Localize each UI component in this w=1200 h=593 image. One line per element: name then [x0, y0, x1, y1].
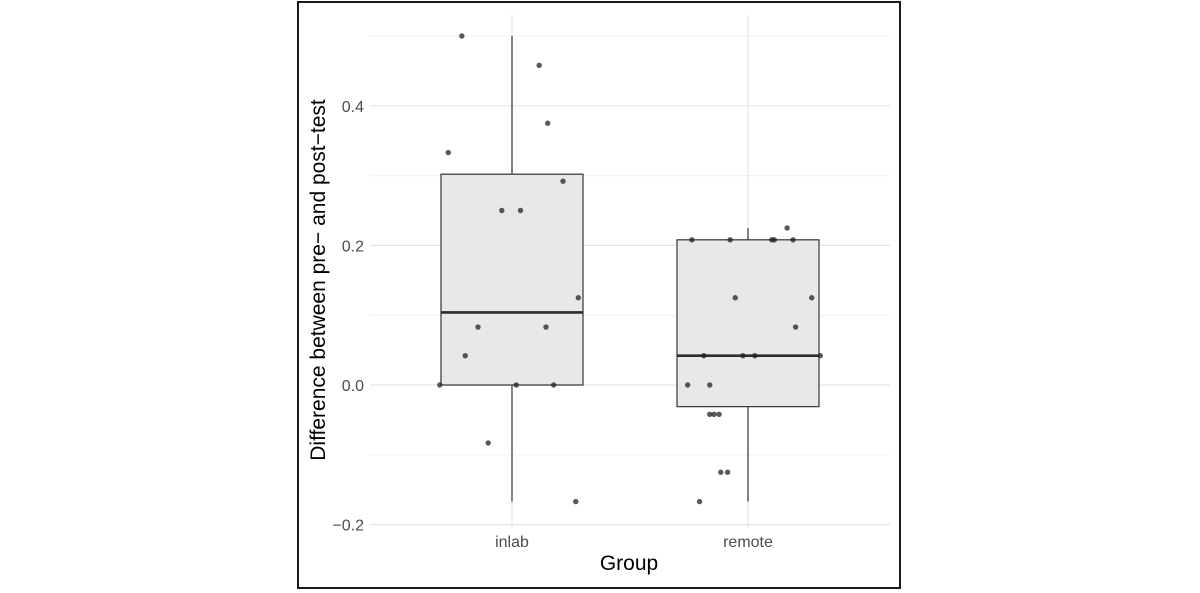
x-tick-label: inlab [495, 534, 529, 551]
data-point [718, 469, 724, 475]
data-point [543, 324, 549, 330]
data-point [716, 411, 722, 418]
data-point [817, 352, 823, 359]
data-point [792, 324, 799, 330]
data-point [707, 411, 713, 418]
data-point [790, 237, 796, 243]
data-point [575, 295, 581, 301]
data-point [437, 382, 443, 388]
y-tick-label: 0.0 [342, 378, 364, 395]
data-point [459, 33, 465, 39]
data-point [513, 382, 519, 388]
data-point [711, 411, 717, 418]
data-point [550, 382, 557, 388]
data-point [689, 237, 695, 243]
data-point [752, 352, 758, 359]
data-point [707, 382, 713, 388]
data-point [696, 498, 703, 505]
data-point [517, 207, 524, 214]
data-point [684, 382, 691, 388]
tick-labels: −0.2 0.0 0.2 0.4 inlab remote [332, 99, 773, 551]
y-tick-label: 0.4 [342, 99, 364, 116]
data-point [701, 352, 707, 359]
data-point [560, 178, 566, 184]
box-inlab [440, 173, 584, 386]
data-point [727, 237, 733, 243]
data-point [536, 62, 542, 69]
data-point [499, 207, 505, 214]
data-point [462, 352, 468, 359]
y-axis-title: Difference between pre− and post−test [307, 99, 330, 461]
data-point [475, 324, 481, 330]
data-point [445, 149, 451, 156]
data-point [485, 440, 491, 446]
box-layer [440, 36, 820, 502]
data-point [545, 120, 551, 126]
data-point [724, 469, 731, 475]
data-point [732, 295, 738, 301]
data-point [784, 225, 790, 231]
data-point [573, 498, 579, 505]
y-tick-label: −0.2 [332, 518, 364, 535]
data-point [771, 237, 778, 243]
data-point [740, 352, 746, 359]
x-axis-title: Group [600, 552, 658, 575]
point-layer [437, 33, 823, 505]
data-point [809, 295, 815, 301]
x-tick-label: remote [723, 534, 773, 551]
y-tick-label: 0.2 [342, 238, 364, 255]
box-remote [676, 239, 820, 408]
